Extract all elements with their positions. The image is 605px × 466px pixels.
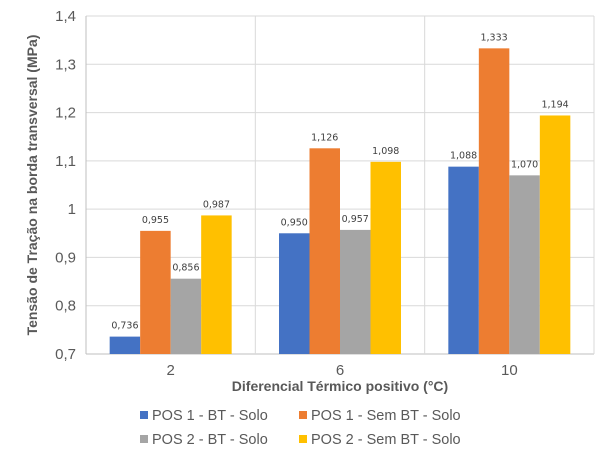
y-tick-label: 0,8 [55,298,76,315]
y-tick-label: 0,9 [55,249,76,266]
y-tick-label: 0,7 [55,346,76,363]
y-tick-label: 1,2 [55,105,76,122]
y-tick-label: 1,1 [55,153,76,170]
bar [170,278,202,354]
legend-item: POS 2 - BT - Solo [140,432,268,448]
x-axis-ticks: 2 6 10 [166,362,517,379]
data-labels: 0,736 0,955 0,856 0,987 0,950 1,126 0,957 1,098… [111,32,568,331]
legend-swatch [299,435,307,443]
legend-item: POS 2 - Sem BT - Solo [299,432,461,448]
data-label: 0,950 [281,217,308,228]
bar [448,166,479,354]
data-label: 0,955 [142,215,169,226]
y-axis-title: Tensão de Tração na borda transversal (M… [24,35,40,336]
bar [509,175,540,354]
legend-swatch [140,411,148,419]
bar [340,229,371,354]
bar [539,115,571,355]
y-axis-ticks: 0,7 0,8 0,9 1 1,1 1,2 1,3 1,4 [55,8,76,363]
legend-label: POS 1 - BT - Solo [152,408,268,424]
x-axis-title: Diferencial Térmico positivo (°C) [232,378,448,394]
data-label: 1,088 [450,151,477,162]
y-tick-label: 1,4 [55,8,76,25]
bar [370,161,401,354]
bars [109,48,571,355]
x-tick-label: 6 [336,362,344,379]
bar [309,148,340,354]
legend-item: POS 1 - BT - Solo [140,408,268,424]
data-label: 1,070 [511,159,538,170]
data-label: 0,736 [111,321,138,332]
data-label: 0,957 [342,214,369,225]
x-tick-label: 2 [166,362,174,379]
legend-swatch [140,435,148,443]
legend-label: POS 2 - Sem BT - Solo [311,432,461,448]
bar [140,230,171,354]
data-label: 1,126 [311,132,338,143]
legend-label: POS 2 - BT - Solo [152,432,268,448]
data-label: 1,098 [372,146,399,157]
y-tick-label: 1 [68,201,76,218]
data-label: 0,856 [172,263,199,274]
data-label: 0,987 [203,199,230,210]
bar [201,215,232,354]
bar [109,336,141,354]
legend-swatch [299,411,307,419]
legend-label: POS 1 - Sem BT - Solo [311,408,461,424]
bar [478,48,510,354]
legend-item: POS 1 - Sem BT - Solo [299,408,461,424]
legend: POS 1 - BT - Solo POS 1 - Sem BT - Solo PO… [140,408,461,448]
data-label: 1,194 [541,99,568,110]
x-tick-label: 10 [501,362,518,379]
data-label: 1,333 [480,32,507,43]
y-tick-label: 1,3 [55,56,76,73]
bar [279,233,310,354]
